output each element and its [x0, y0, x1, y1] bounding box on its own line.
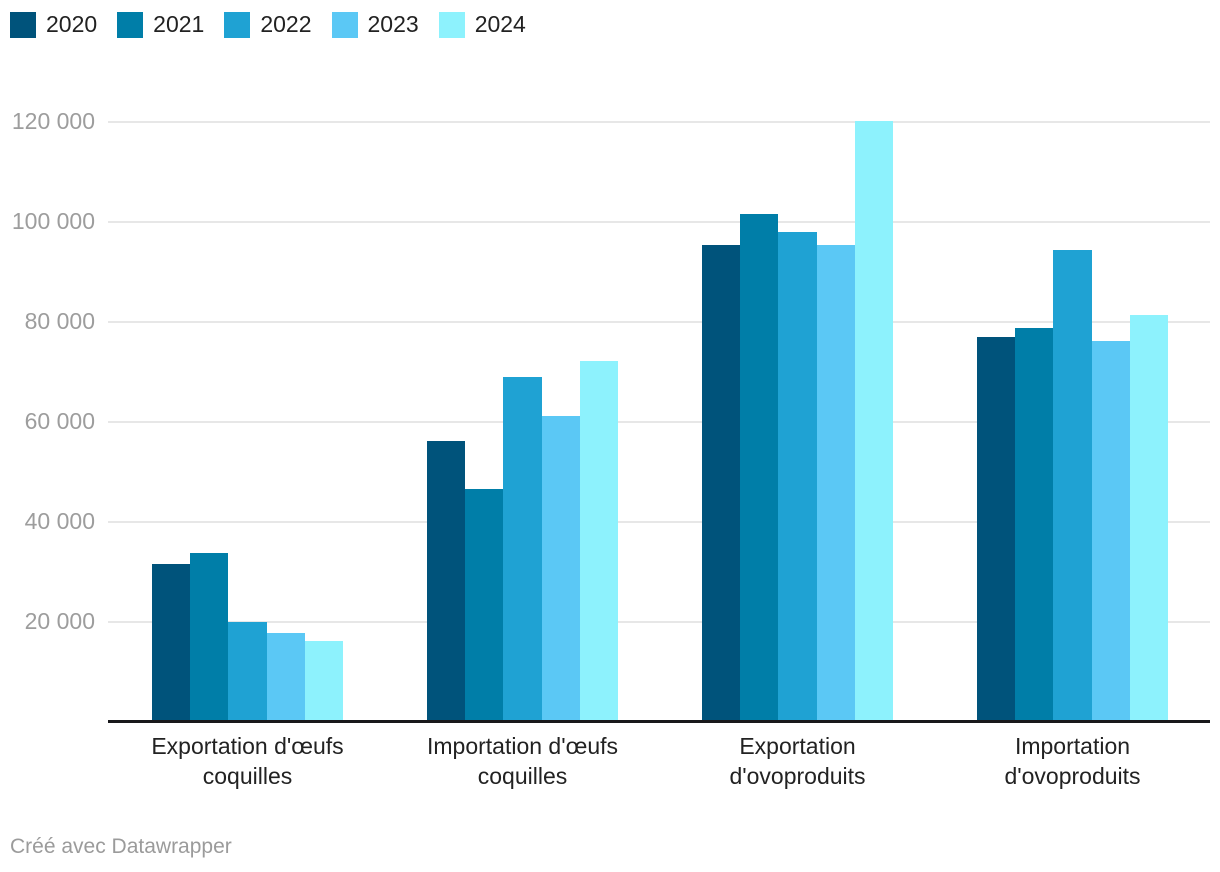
bar-2023-category-2[interactable] [541, 415, 581, 722]
bar-2022-category-4[interactable] [1053, 249, 1092, 722]
legend-label: 2020 [46, 11, 98, 37]
bar-2022-category-3[interactable] [778, 231, 817, 722]
x-category-label: Importation d'ovoproduits [1004, 733, 1141, 789]
bar-2024-category-4[interactable] [1130, 314, 1169, 722]
y-gridline [108, 621, 1210, 623]
y-gridline [108, 421, 1210, 423]
y-tick-label: 40 000 [24, 508, 95, 534]
x-category-label: Exportation d'œufs coquilles [151, 733, 344, 789]
legend-item-2022: 2022 [224, 11, 312, 38]
legend-label: 2024 [474, 11, 526, 37]
y-tick-label: 20 000 [24, 608, 95, 634]
legend-item-2024: 2024 [438, 11, 526, 38]
legend-item-2023: 2023 [331, 11, 419, 38]
bar-2021-category-3[interactable] [739, 213, 779, 722]
legend-swatch-2022 [224, 11, 251, 38]
legend-item-2021: 2021 [117, 11, 204, 38]
y-tick-label: 60 000 [24, 408, 95, 434]
x-category-label: Importation d'œufs coquilles [426, 733, 619, 789]
bar-2021-category-1[interactable] [189, 553, 229, 722]
attribution-text: Créé avec Datawrapper [10, 835, 232, 858]
bar-2022-category-2[interactable] [503, 377, 542, 722]
bar-2021-category-2[interactable] [464, 488, 504, 722]
x-category-label: Exportation d'ovoproduits [729, 733, 866, 789]
bar-2020-category-2[interactable] [426, 441, 465, 722]
bar-2021-category-4[interactable] [1014, 327, 1054, 722]
bar-2024-category-1[interactable] [305, 640, 344, 722]
y-gridline [108, 321, 1210, 323]
y-tick-label: 120 000 [11, 108, 95, 134]
y-gridline [108, 121, 1210, 123]
legend-swatch-2023 [331, 11, 358, 38]
bar-2022-category-1[interactable] [228, 621, 267, 722]
bar-2024-category-3[interactable] [855, 120, 894, 722]
legend-swatch-2024 [438, 11, 465, 38]
legend-swatch-2020 [10, 11, 36, 38]
bar-2023-category-3[interactable] [816, 245, 856, 722]
y-gridline [108, 521, 1210, 523]
legend-swatch-2021 [117, 11, 144, 38]
bar-2023-category-4[interactable] [1091, 341, 1131, 722]
legend-label: 2021 [153, 11, 205, 37]
y-tick-label: 100 000 [11, 208, 95, 234]
legend: 2020 2021 2022 2023 2024 [10, 11, 526, 38]
legend-label: 2022 [260, 11, 312, 37]
legend-label: 2023 [367, 11, 419, 37]
bar-2020-category-4[interactable] [976, 336, 1015, 722]
bar-2024-category-2[interactable] [580, 361, 619, 722]
bar-2023-category-1[interactable] [266, 633, 306, 722]
y-tick-label: 80 000 [24, 308, 95, 334]
legend-item-2020: 2020 [10, 11, 97, 38]
y-gridline [108, 221, 1210, 223]
x-axis-line [108, 720, 1210, 723]
bar-2020-category-3[interactable] [701, 244, 740, 722]
bar-2020-category-1[interactable] [151, 563, 190, 722]
